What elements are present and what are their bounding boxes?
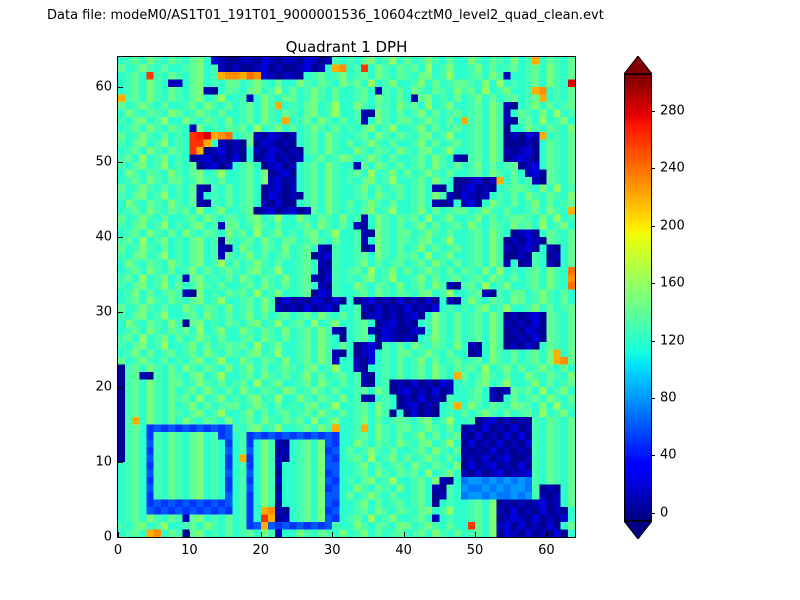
x-tick-mark <box>260 532 262 537</box>
x-tick-label: 10 <box>181 543 198 558</box>
colorbar-tick-mark <box>651 225 655 227</box>
colorbar-tick-label: 240 <box>660 160 685 176</box>
y-tick-label: 50 <box>95 154 112 170</box>
y-tick-mark <box>118 87 123 88</box>
y-tick-label: 30 <box>95 304 112 320</box>
y-tick-label: 40 <box>95 229 112 245</box>
x-tick-label: 30 <box>323 543 341 558</box>
colorbar-tick-label: 120 <box>660 333 685 349</box>
colorbar-tick-label: 40 <box>660 447 677 463</box>
x-tick-label: 50 <box>466 543 484 558</box>
y-tick-mark <box>118 387 123 388</box>
y-tick-label: 20 <box>95 379 112 395</box>
colorbar-tick-mark <box>651 283 655 285</box>
colorbar-tick-mark <box>651 110 655 112</box>
x-tick-mark <box>332 532 334 537</box>
colorbar-canvas <box>625 75 651 520</box>
x-tick-mark <box>475 532 477 537</box>
colorbar-tick-label: 160 <box>660 275 685 291</box>
colorbar-tick-label: 200 <box>660 218 685 234</box>
x-tick-label: 60 <box>538 543 555 558</box>
x-tick-label: 0 <box>113 543 123 558</box>
colorbar-extend-min-arrow <box>624 521 652 539</box>
colorbar-extend-max-arrow <box>624 56 652 74</box>
chart-title: Quadrant 1 DPH <box>285 38 408 56</box>
y-tick-label: 10 <box>95 454 112 470</box>
y-tick-mark <box>118 537 123 538</box>
colorbar-tick-mark <box>651 168 655 170</box>
y-tick-mark <box>118 162 123 163</box>
y-tick-mark <box>118 237 123 238</box>
x-tick-mark <box>546 532 548 537</box>
colorbar-tick-label: 80 <box>660 390 677 406</box>
colorbar-tick-mark <box>651 512 655 514</box>
colorbar-tick-mark <box>651 397 655 399</box>
x-tick-mark <box>189 532 191 537</box>
y-tick-label: 0 <box>103 529 112 545</box>
y-tick-label: 60 <box>95 79 112 95</box>
x-tick-label: 20 <box>252 543 270 558</box>
colorbar-tick-label: 0 <box>660 505 669 521</box>
heatmap-canvas <box>118 57 575 537</box>
x-tick-label: 40 <box>395 543 412 558</box>
x-tick-mark <box>403 532 405 537</box>
y-tick-mark <box>118 462 123 463</box>
data-file-label: Data file: modeM0/AS1T01_191T01_90000015… <box>47 8 604 23</box>
colorbar-tick-mark <box>651 340 655 342</box>
y-tick-mark <box>118 312 123 313</box>
colorbar-tick-label: 280 <box>660 103 685 119</box>
colorbar-tick-mark <box>651 455 655 457</box>
x-tick-mark <box>118 532 119 537</box>
